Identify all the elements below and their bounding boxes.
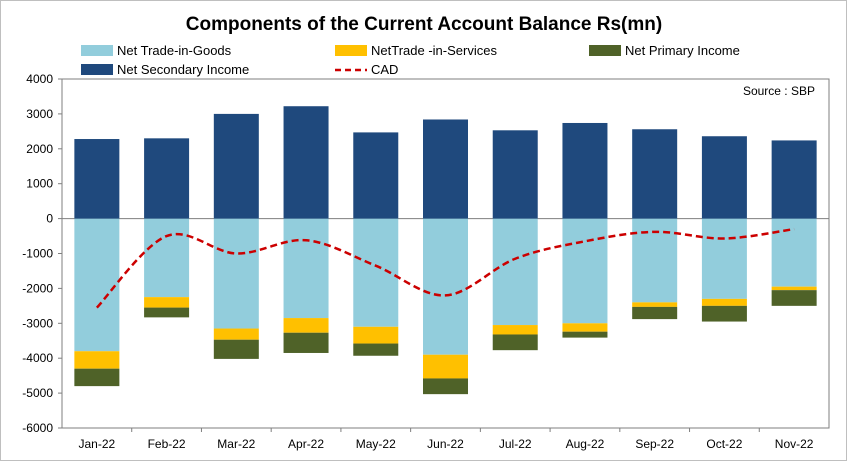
bar-net-primary-income-aug-22 [562, 331, 608, 338]
x-tick-label: Sep-22 [635, 437, 674, 451]
bar-net-secondary-income-jul-22 [492, 130, 538, 219]
legend: Net Trade-in-Goods NetTrade -in-Services N… [81, 43, 740, 77]
bar-net-primary-income-sep-22 [632, 306, 678, 320]
bar-net-primary-income-feb-22 [144, 307, 190, 318]
y-tick-label: -4000 [22, 351, 53, 365]
x-tick-label: Apr-22 [288, 437, 324, 451]
x-tick-label: Mar-22 [217, 437, 255, 451]
bar-net-trade-in-goods-oct-22 [701, 218, 747, 299]
y-tick-label: 4000 [26, 72, 53, 86]
bar-net-secondary-income-sep-22 [632, 129, 678, 219]
bar-net-trade-in-goods-apr-22 [283, 218, 329, 319]
bar-net-secondary-income-may-22 [353, 132, 399, 219]
y-tick-label: -2000 [22, 281, 53, 295]
y-tick-label: 1000 [26, 177, 53, 191]
source-note: Source : SBP [743, 84, 815, 98]
x-tick-label: Aug-22 [566, 437, 605, 451]
bar-net-primary-income-mar-22 [213, 339, 259, 359]
bar-net-secondary-income-oct-22 [701, 136, 747, 219]
bar-net-secondary-income-jan-22 [74, 139, 120, 219]
bar-nettrade-in-services-jul-22 [492, 325, 538, 335]
bar-nettrade-in-services-apr-22 [283, 318, 329, 333]
bar-net-trade-in-goods-nov-22 [771, 218, 817, 287]
x-tick-label: Jan-22 [79, 437, 116, 451]
y-tick-label: 0 [46, 212, 53, 226]
bar-nettrade-in-services-mar-22 [213, 328, 259, 340]
bar-net-trade-in-goods-aug-22 [562, 218, 608, 324]
bar-nettrade-in-services-oct-22 [701, 298, 747, 306]
bar-nettrade-in-services-nov-22 [771, 286, 817, 291]
legend-label-nettrade-in-services: NetTrade -in-Services [371, 43, 497, 58]
y-tick-label: -6000 [22, 421, 53, 435]
bars [74, 106, 817, 395]
bar-net-secondary-income-mar-22 [213, 113, 259, 219]
bar-net-primary-income-may-22 [353, 343, 399, 356]
bar-nettrade-in-services-aug-22 [562, 323, 608, 332]
x-tick-label: Jun-22 [427, 437, 464, 451]
bar-net-trade-in-goods-jan-22 [74, 218, 120, 352]
bar-nettrade-in-services-feb-22 [144, 297, 190, 308]
legend-label-net-primary-income: Net Primary Income [625, 43, 740, 58]
legend-swatch-net-secondary-income [81, 64, 113, 75]
bar-net-secondary-income-aug-22 [562, 122, 608, 219]
bar-net-trade-in-goods-jun-22 [423, 218, 468, 355]
y-tick-label: -5000 [22, 386, 53, 400]
chart-title: Components of the Current Account Balanc… [186, 14, 662, 35]
x-tick-label: Oct-22 [706, 437, 742, 451]
x-tick-label: Jul-22 [499, 437, 532, 451]
bar-net-trade-in-goods-mar-22 [213, 218, 259, 329]
legend-label-net-secondary-income: Net Secondary Income [117, 62, 249, 77]
legend-swatch-nettrade-in-services [335, 45, 367, 56]
bar-net-trade-in-goods-feb-22 [144, 218, 190, 298]
bar-net-secondary-income-feb-22 [144, 138, 190, 219]
legend-label-cad: CAD [371, 62, 398, 77]
bar-net-primary-income-apr-22 [283, 332, 329, 353]
bar-net-primary-income-oct-22 [701, 305, 747, 322]
x-axis: Jan-22 Feb-22 Mar-22 Apr-22 May-22 Jun-22 Jul-… [79, 428, 814, 451]
legend-swatch-net-trade-in-goods [81, 45, 113, 56]
bar-net-primary-income-nov-22 [771, 290, 817, 306]
x-tick-label: Nov-22 [775, 437, 814, 451]
y-tick-label: -3000 [22, 316, 53, 330]
bar-net-primary-income-jul-22 [492, 334, 538, 351]
bar-nettrade-in-services-may-22 [353, 326, 399, 344]
legend-swatch-net-primary-income [589, 45, 621, 56]
bar-net-trade-in-goods-may-22 [353, 218, 399, 327]
bar-net-primary-income-jun-22 [423, 378, 468, 395]
bar-net-secondary-income-jun-22 [423, 119, 468, 219]
bar-nettrade-in-services-jan-22 [74, 351, 120, 369]
x-tick-label: May-22 [356, 437, 396, 451]
y-tick-label: -1000 [22, 247, 53, 261]
x-tick-label: Feb-22 [148, 437, 186, 451]
bar-net-secondary-income-apr-22 [283, 106, 329, 219]
y-tick-label: 3000 [26, 107, 53, 121]
legend-label-net-trade-in-goods: Net Trade-in-Goods [117, 43, 232, 58]
bar-nettrade-in-services-jun-22 [423, 354, 468, 379]
y-tick-label: 2000 [26, 142, 53, 156]
cad-line [95, 227, 795, 309]
bar-net-primary-income-jan-22 [74, 368, 120, 387]
bar-net-trade-in-goods-jul-22 [492, 218, 538, 326]
bar-nettrade-in-services-sep-22 [632, 302, 678, 307]
bar-net-secondary-income-nov-22 [771, 140, 817, 219]
cad-line-layer [95, 227, 795, 309]
